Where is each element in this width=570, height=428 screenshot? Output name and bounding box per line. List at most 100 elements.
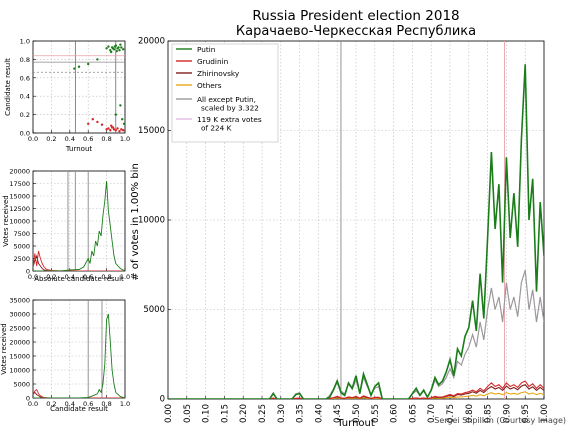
- small1-point-grudinin: [91, 118, 95, 121]
- small1-point-putin: [113, 45, 117, 48]
- small1-point-grudinin: [114, 129, 118, 132]
- small2-y-tick-label: 2500: [13, 255, 30, 263]
- small1-point-putin: [77, 65, 81, 68]
- small1-point-grudinin: [109, 129, 112, 132]
- main-y-tick-label: 0: [160, 395, 165, 405]
- small2-x-tick-label: 0.6: [83, 273, 93, 281]
- main-x-tick-label: 0.30: [277, 404, 287, 423]
- main-x-tick-label: 0.70: [427, 404, 437, 423]
- small1-point-putin: [110, 50, 113, 54]
- small1-y-axis-label: Candidate result: [4, 58, 12, 116]
- main-x-tick-label: 0.85: [484, 404, 494, 423]
- main-x-tick-label: 0.55: [371, 404, 381, 423]
- main-series-putin: [168, 64, 544, 399]
- main-x-tick-label: 0.35: [296, 404, 306, 423]
- small2-series-group: [33, 171, 125, 271]
- main-plot-frame: [167, 40, 545, 400]
- main-x-tick-label: 0.05: [183, 404, 193, 423]
- small3-x-tick-label: 0.2: [46, 400, 56, 408]
- small1-point-grudinin: [87, 122, 90, 126]
- main-x-tick-label: 0.45: [333, 404, 343, 423]
- main-x-axis-label: Turnout: [336, 418, 375, 428]
- main-y-tick-label: 20000: [138, 37, 165, 47]
- main-x-tick-label: 0.90: [502, 404, 512, 423]
- small2-series-zhirinovsky: [33, 254, 125, 271]
- chart-subtitle: Карачаево-Черкесская Республика: [236, 24, 476, 39]
- chart-title: Russia President election 2018: [252, 8, 459, 24]
- small1-point-putin: [119, 104, 122, 107]
- small2-series-clip: [33, 171, 125, 271]
- small1-point-putin: [115, 49, 118, 53]
- main-x-tick-label: 0.20: [239, 404, 249, 423]
- small1-point-grudinin: [100, 123, 104, 126]
- small2-x-tick-label: 0.0: [28, 273, 38, 281]
- main-y-tick-label: 5000: [143, 305, 165, 315]
- small3-x-tick-label: 0.6: [83, 400, 93, 408]
- legend-label-others: Others: [197, 81, 222, 90]
- main-series-group: [168, 41, 544, 399]
- main-chart: 0.00 0.05 0.10 0.15 0.20 0.25 0.30 0.35 0.40 0.45…: [138, 37, 550, 423]
- small1-point-putin: [121, 118, 124, 121]
- small1-point-putin: [119, 43, 122, 46]
- small3-series-zhirinovsky: [33, 391, 125, 398]
- main-x-tick-label: 0.75: [446, 404, 456, 423]
- small3-y-tick-label: 20000: [9, 339, 30, 347]
- small1-y-tick-label: 0.6: [20, 74, 30, 82]
- small3-x-tick-label: 0.8: [101, 400, 111, 408]
- small1-point-putin: [121, 48, 125, 51]
- main-series-clip: [168, 41, 544, 399]
- small3-y-tick-label: 30000: [9, 311, 30, 319]
- small2-y-tick-label: 0: [26, 268, 30, 276]
- small3-x-tick-label: 1.0: [120, 400, 130, 408]
- small1-y-tick-label: 1.0: [20, 38, 30, 46]
- small1-point-putin: [96, 58, 99, 61]
- main-x-tick-label: 0.80: [465, 404, 475, 423]
- small1-point-grudinin: [121, 129, 125, 132]
- small3-series-grudinin: [33, 388, 125, 398]
- legend-label-grudinin: Grudinin: [197, 57, 228, 66]
- legend-label-putin: Putin: [197, 45, 215, 54]
- small1-y-tick-label: 0.4: [20, 93, 30, 101]
- small1-point-putin: [73, 67, 76, 70]
- small3-y-tick-label: 0: [26, 395, 30, 403]
- small1-chart: 0.0 0.2 0.4 0.6 0.8 1.0 0.0 0.2 0.4 0.6 0.8 1.0: [20, 38, 131, 144]
- small3-x-tick-label: 0.0: [28, 400, 38, 408]
- small3-y-tick-label: 10000: [9, 367, 30, 375]
- small2-x-tick-label: 1.0: [120, 273, 130, 281]
- small2-x-tick-label: 0.8: [101, 273, 111, 281]
- main-x-tick-label: 0.95: [521, 404, 531, 423]
- small2-series-putin: [33, 180, 125, 271]
- small1-x-tick-label: 0.4: [65, 135, 75, 143]
- main-legend: Putin Grudinin Zhirinovsky Others All except…: [171, 43, 279, 143]
- main-x-tick-label: 0.50: [352, 404, 362, 423]
- small2-y-tick-label: 10000: [9, 218, 30, 226]
- small2-x-axis-label: Absolute candidate result: [34, 275, 124, 283]
- small1-point-putin: [111, 47, 115, 50]
- small1-point-grudinin: [107, 127, 110, 130]
- main-y-tick-label: 10000: [138, 216, 165, 226]
- small1-point-grudinin: [111, 126, 115, 129]
- small2-y-tick-label: 7500: [13, 230, 30, 238]
- legend-label-extra: 119 K extra votes of 224 K: [197, 115, 262, 133]
- small1-x-tick-label: 0.0: [28, 135, 38, 143]
- small3-chart: 0.0 0.2 0.4 0.6 0.8 1.0 0 5000 10000 15000 20000 25…: [9, 297, 130, 409]
- small2-y-tick-label: 20000: [9, 168, 30, 176]
- small3-y-tick-label: 25000: [9, 325, 30, 333]
- small1-y-tick-label: 0.0: [20, 130, 30, 138]
- small1-point-grudinin: [120, 128, 123, 131]
- small3-y-tick-label: 5000: [13, 381, 30, 389]
- small1-point-putin: [114, 113, 118, 116]
- small1-point-grudinin: [96, 120, 99, 124]
- main-y-tick-label: 15000: [138, 126, 165, 136]
- main-x-tick-label: 0.40: [314, 404, 324, 423]
- small1-plot-frame: [32, 40, 126, 134]
- small1-point-putin: [120, 46, 123, 49]
- small3-y-tick-label: 35000: [9, 297, 30, 305]
- main-x-tick-label: 0.00: [164, 404, 174, 423]
- small1-point-grudinin: [118, 129, 121, 133]
- main-x-tick-label: 1.00: [540, 404, 550, 423]
- small2-series-grudinin: [33, 250, 125, 271]
- small3-series-clip: [33, 300, 125, 398]
- small3-x-axis-label: Candidate result: [50, 405, 108, 413]
